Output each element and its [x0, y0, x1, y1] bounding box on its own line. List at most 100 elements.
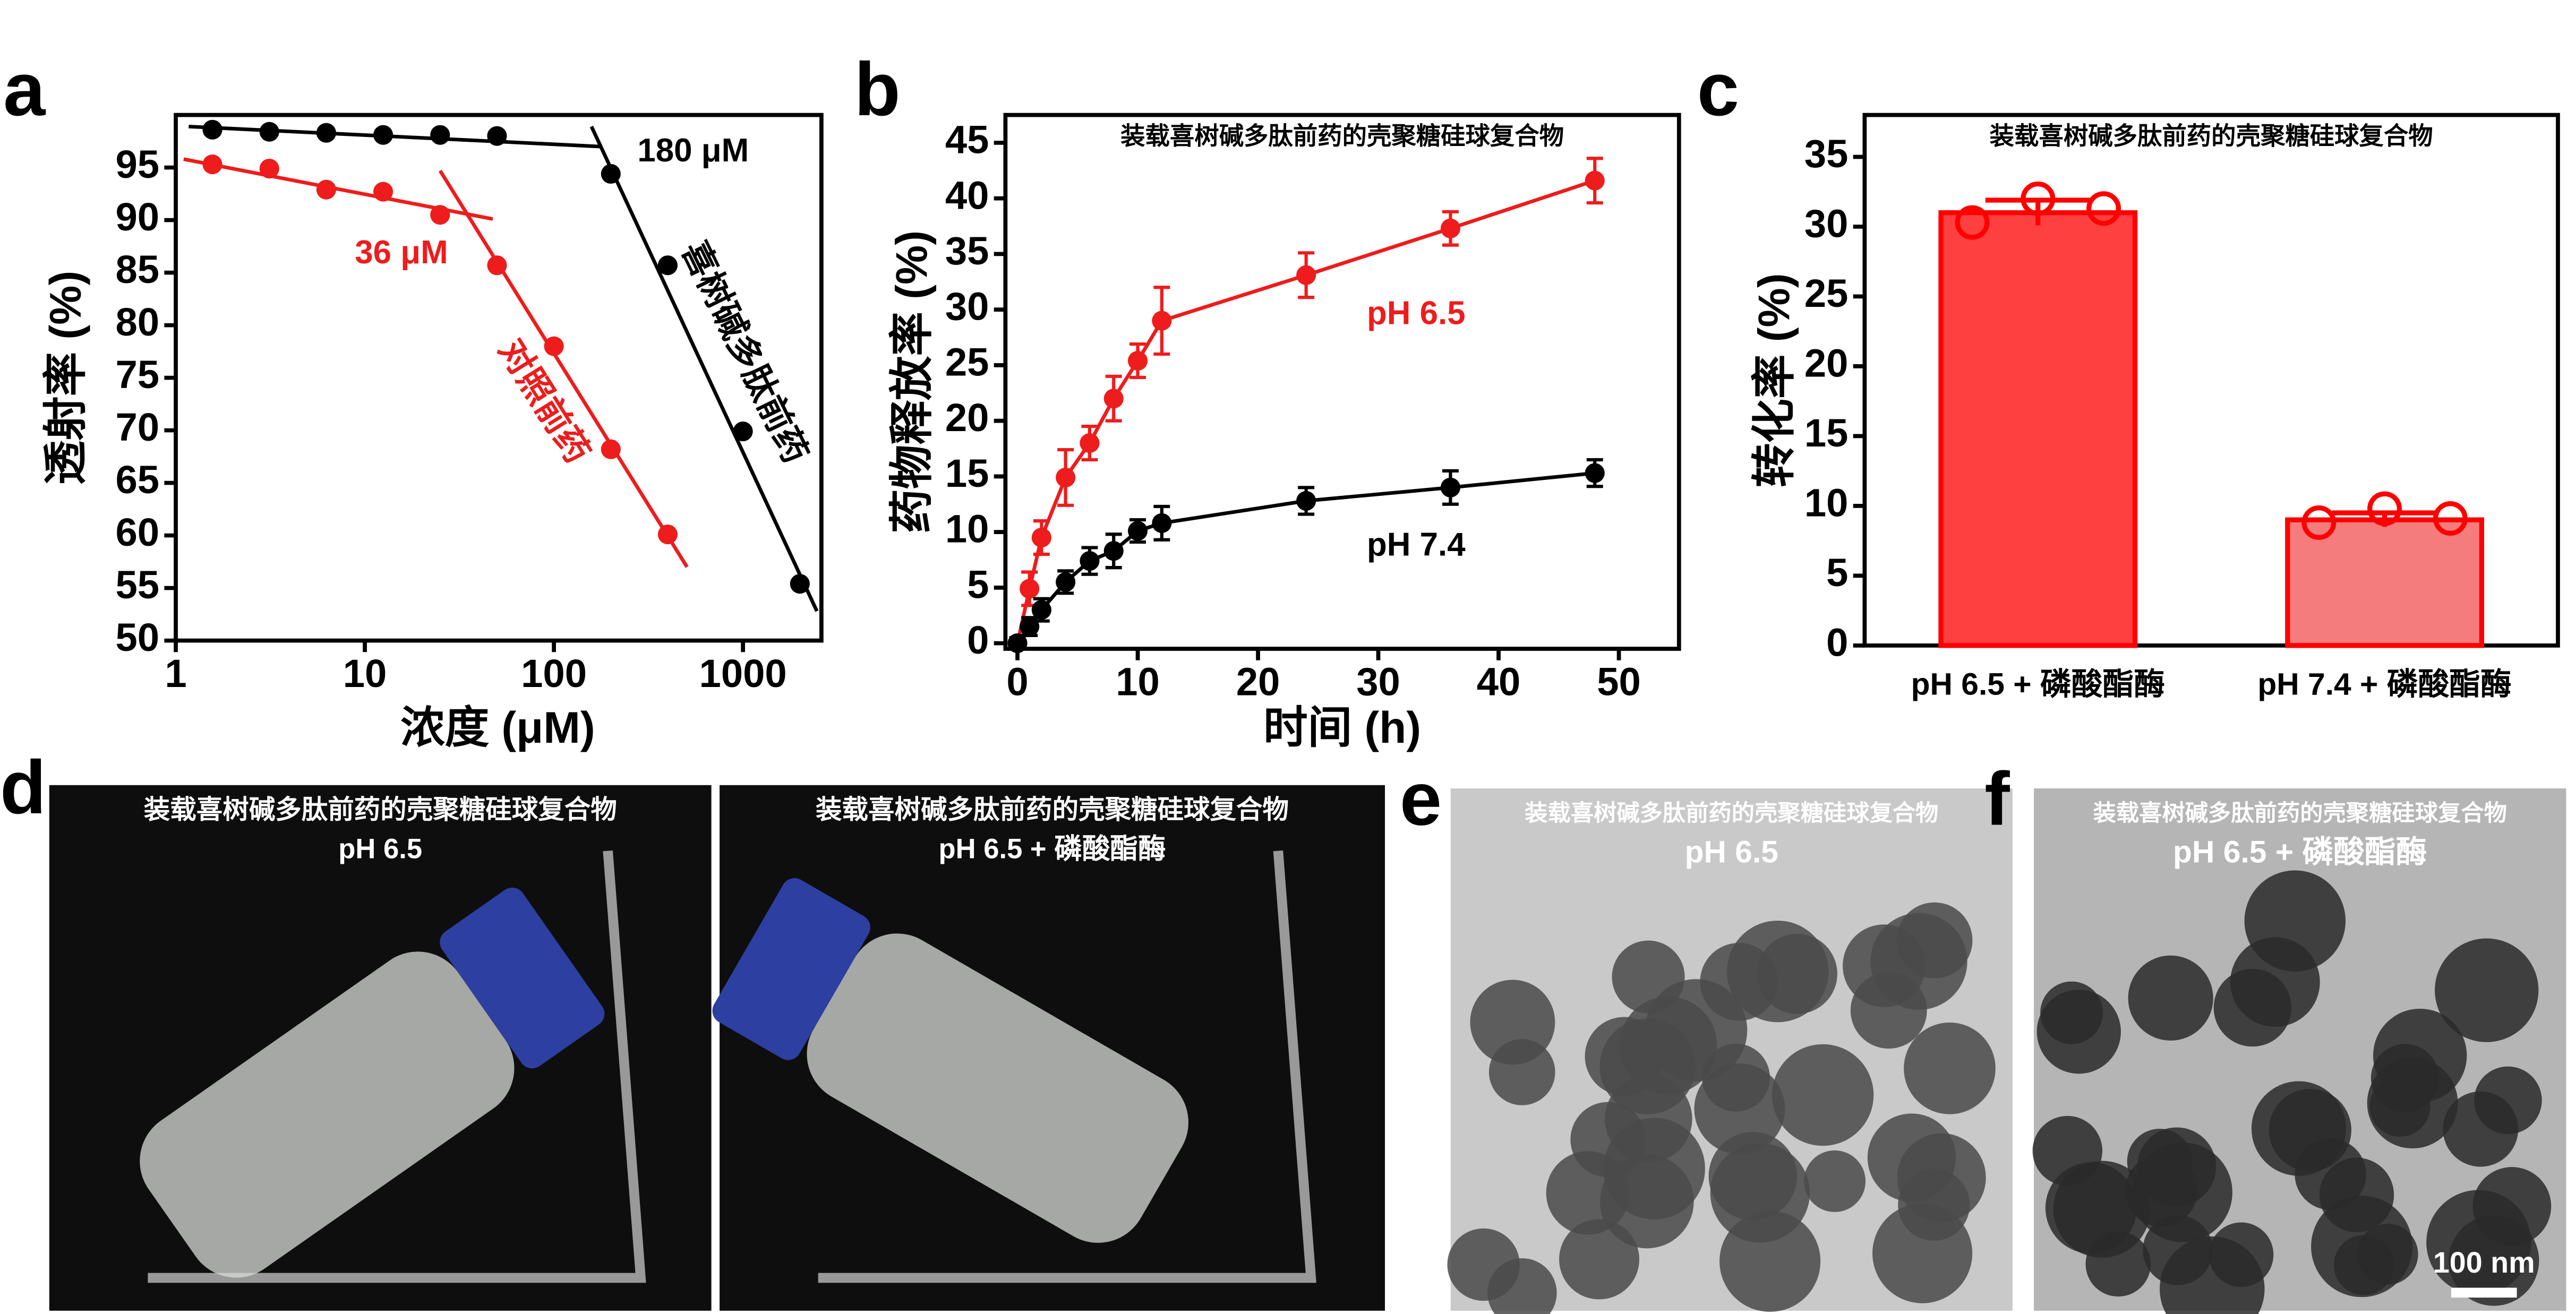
- particle: [2137, 1127, 2216, 1207]
- series-label: pH 7.4: [1367, 527, 1466, 563]
- y-tick-label: 10: [1804, 480, 1848, 525]
- vial: [140, 951, 515, 1278]
- particle: [1904, 1022, 1996, 1114]
- data-point: [544, 336, 564, 356]
- photo-subtitle: pH 6.5 + 磷酸酯酶: [939, 833, 1166, 864]
- y-tick-label: 55: [116, 563, 160, 607]
- photo-title: 装载喜树碱多肽前药的壳聚糖硅球复合物: [1525, 801, 1938, 826]
- photo-title: 装载喜树碱多肽前药的壳聚糖硅球复合物: [816, 795, 1289, 824]
- fit-line: [438, 169, 689, 568]
- data-point: [202, 154, 222, 175]
- particle: [2230, 937, 2320, 1027]
- data-point: [1103, 389, 1124, 409]
- y-tick-label: 15: [1804, 411, 1848, 455]
- x-tick-label: 1000: [699, 651, 787, 695]
- y-tick-label: 35: [1804, 132, 1848, 176]
- data-point: [316, 179, 336, 200]
- plot-frame: [1862, 113, 2560, 648]
- data-point: [1031, 600, 1051, 620]
- particle: [2373, 1008, 2467, 1103]
- particle: [1727, 921, 1829, 1023]
- data-point: [1056, 572, 1076, 592]
- panel-label: b: [854, 47, 901, 132]
- x-tick-label: 0: [1006, 660, 1028, 704]
- data-point: [1031, 527, 1051, 548]
- x-tick-label: 10: [1116, 660, 1160, 704]
- stand: [148, 850, 646, 1283]
- fit-line: [189, 124, 600, 149]
- y-tick-label: 50: [116, 615, 160, 659]
- y-tick-label: 70: [116, 405, 160, 449]
- data-point: [1440, 477, 1461, 497]
- data-point: [601, 439, 621, 459]
- vial: [807, 933, 1188, 1243]
- series-line: [1015, 178, 1596, 644]
- chart-title: 装载喜树碱多肽前药的壳聚糖硅球复合物: [1990, 122, 2433, 150]
- data-point: [430, 205, 450, 225]
- data-point: [657, 255, 678, 276]
- x-axis-label: 时间 (h): [1263, 702, 1421, 752]
- particle: [1559, 1219, 1640, 1300]
- particle: [2311, 1196, 2413, 1298]
- data-point: [1152, 311, 1172, 331]
- y-tick-label: 35: [945, 229, 989, 273]
- y-tick-label: 10: [945, 507, 989, 551]
- photo: [1447, 788, 2013, 1314]
- data-point: [2301, 505, 2337, 540]
- fit-line: [589, 125, 819, 612]
- photo-title: 装载喜树碱多肽前药的壳聚糖硅球复合物: [144, 795, 617, 824]
- vial-cap: [712, 878, 870, 1060]
- particle: [1804, 1150, 1866, 1212]
- series-label: pH 6.5: [1367, 295, 1466, 331]
- y-tick-label: 80: [116, 300, 160, 344]
- vial-cap: [440, 887, 605, 1069]
- data-point: [1020, 579, 1040, 599]
- y-tick-label: 75: [116, 353, 160, 397]
- y-tick-label: 5: [1826, 551, 1848, 595]
- x-tick-label: 10: [343, 651, 387, 695]
- particle: [1710, 1143, 1810, 1243]
- data-point: [1103, 541, 1124, 561]
- data-point: [1127, 350, 1148, 371]
- data-point: [202, 119, 222, 140]
- data-point: [601, 164, 621, 184]
- data-point: [1152, 513, 1172, 533]
- data-point: [373, 125, 393, 145]
- stand: [818, 850, 1316, 1283]
- photo: [712, 785, 1385, 1311]
- panel-label: d: [0, 745, 46, 830]
- y-tick-label: 90: [116, 195, 160, 239]
- y-tick-label: 95: [116, 142, 160, 186]
- x-tick-label: 1: [165, 651, 186, 695]
- y-tick-label: 0: [967, 618, 989, 662]
- y-tick-label: 20: [945, 396, 989, 440]
- data-point: [2433, 501, 2468, 536]
- data-point: [1080, 433, 1100, 453]
- data-point: [1080, 551, 1100, 571]
- y-tick-label: 85: [116, 247, 160, 291]
- plot-frame: [174, 113, 824, 643]
- y-axis-label: 药物释放率 (%): [886, 230, 936, 534]
- data-point: [1955, 205, 1990, 240]
- y-axis-label: 透射率 (%): [40, 271, 90, 485]
- particle: [2128, 955, 2213, 1041]
- chart-title: 装载喜树碱多肽前药的壳聚糖硅球复合物: [1120, 122, 1564, 150]
- data-point: [2021, 181, 2056, 216]
- x-tick-label: 100: [521, 651, 587, 695]
- data-point: [1127, 521, 1148, 541]
- x-tick-label: 40: [1477, 660, 1521, 704]
- x-tick-label: 20: [1236, 660, 1280, 704]
- data-point: [1585, 463, 1605, 483]
- data-point: [1585, 170, 1605, 191]
- particle: [1487, 1258, 1557, 1314]
- photo: [49, 785, 712, 1311]
- particle: [2269, 1088, 2351, 1172]
- y-axis-label: 转化率 (%): [1749, 273, 1799, 487]
- particle: [2160, 1236, 2265, 1314]
- scale-bar: [2451, 1287, 2517, 1298]
- data-point: [259, 122, 279, 142]
- y-tick-label: 15: [945, 451, 989, 495]
- panel-label: f: [1984, 757, 2010, 841]
- photo-subtitle: pH 6.5: [1685, 835, 1778, 869]
